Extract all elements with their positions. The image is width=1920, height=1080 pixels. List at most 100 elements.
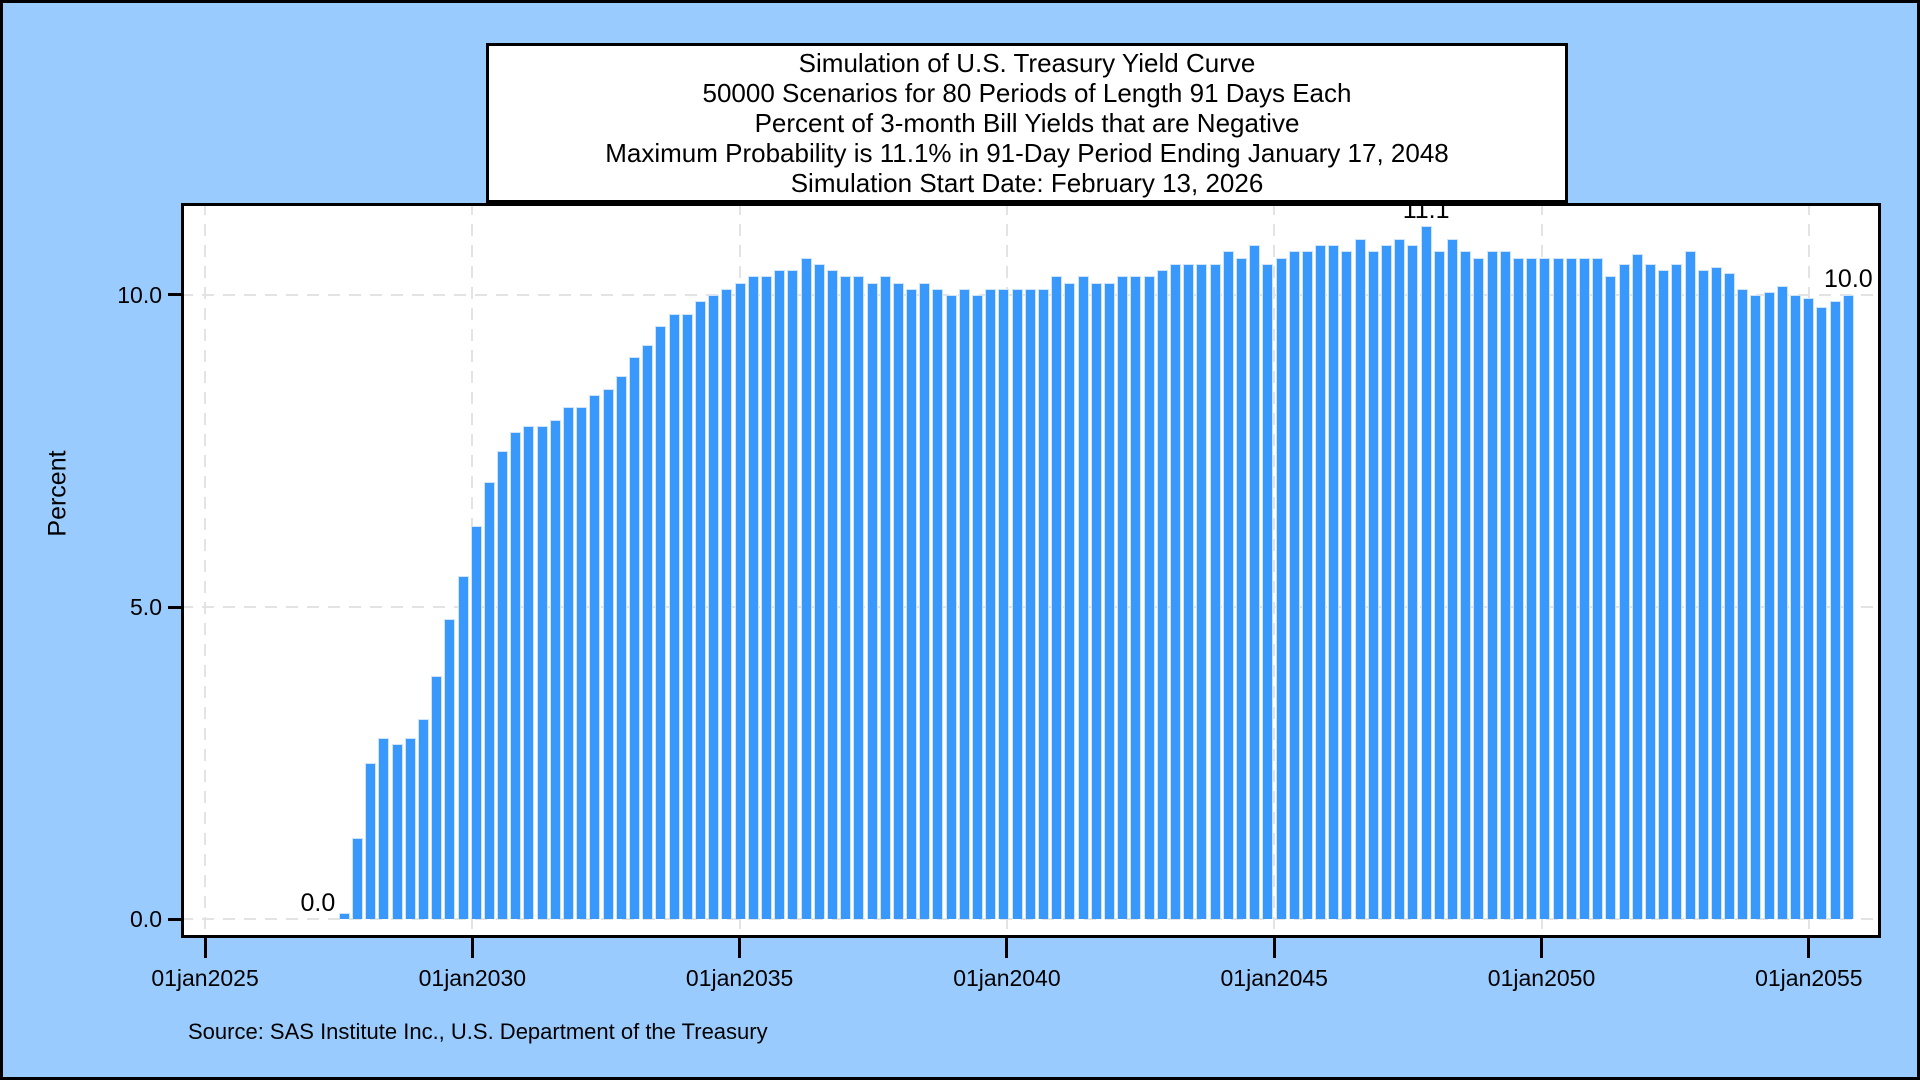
bar <box>1381 245 1393 919</box>
bar <box>457 575 469 920</box>
bar <box>576 407 588 919</box>
x-tick-label: 01jan2040 <box>953 965 1061 991</box>
bar <box>760 276 772 920</box>
bar <box>892 282 904 920</box>
bar <box>1460 251 1472 920</box>
y-tick-mark <box>168 293 181 297</box>
bar <box>734 282 746 920</box>
bar <box>1447 238 1459 920</box>
bar <box>589 394 601 920</box>
x-tick-mark <box>1540 938 1544 958</box>
bar <box>774 270 786 920</box>
bar <box>1750 294 1762 919</box>
y-tick-mark <box>168 917 181 921</box>
bar <box>1103 282 1115 920</box>
bar <box>351 837 363 920</box>
bar <box>1618 263 1630 920</box>
bar <box>972 294 984 919</box>
bar <box>1605 276 1617 920</box>
bar <box>800 257 812 920</box>
bar <box>378 738 390 920</box>
x-tick-mark <box>1272 938 1276 958</box>
x-tick-mark <box>203 938 207 958</box>
bar <box>985 288 997 920</box>
y-axis-title: Percent <box>43 450 72 537</box>
chart-title-line: 50000 Scenarios for 80 Periods of Length… <box>702 78 1352 108</box>
bar <box>1394 238 1406 920</box>
bar <box>1420 226 1432 920</box>
bar <box>1671 263 1683 920</box>
bar <box>840 276 852 920</box>
chart-title-box: Simulation of U.S. Treasury Yield Curve … <box>486 43 1568 203</box>
bar <box>932 288 944 920</box>
chart-title-line: Simulation of U.S. Treasury Yield Curve <box>798 48 1256 78</box>
bar <box>1842 294 1854 919</box>
bar <box>1090 282 1102 920</box>
bar <box>1710 266 1722 920</box>
bar <box>642 344 654 920</box>
bar <box>1697 270 1709 920</box>
bar <box>615 376 627 920</box>
bar <box>1354 238 1366 920</box>
chart-title-line: Simulation Start Date: February 13, 2026 <box>790 168 1264 198</box>
bar <box>1301 251 1313 920</box>
bar <box>1328 245 1340 919</box>
bar <box>523 426 535 920</box>
bar <box>879 276 891 920</box>
bar <box>338 912 350 920</box>
x-tick-label: 01jan2030 <box>418 965 527 991</box>
x-tick-label: 01jan2035 <box>685 965 794 991</box>
bar <box>1763 291 1775 920</box>
x-tick-label: 01jan2045 <box>1220 965 1328 991</box>
bar <box>470 525 482 920</box>
bar <box>404 738 416 920</box>
bar <box>536 426 548 920</box>
bar <box>1644 263 1656 920</box>
x-tick-mark <box>1005 938 1009 958</box>
bar <box>602 388 614 920</box>
bar <box>444 619 456 920</box>
y-tick-label: 5.0 <box>130 594 162 620</box>
bar <box>1539 257 1551 920</box>
bar <box>1196 263 1208 920</box>
bar <box>629 357 641 919</box>
bar <box>1737 288 1749 920</box>
bar <box>1038 288 1050 920</box>
bar <box>1024 288 1036 920</box>
bar <box>1829 301 1841 920</box>
bar <box>919 282 931 920</box>
bar <box>668 313 680 920</box>
bar <box>1315 245 1327 919</box>
bar <box>826 270 838 920</box>
bar <box>906 288 918 920</box>
bar <box>1684 251 1696 920</box>
bar <box>1117 276 1129 920</box>
bar <box>1473 257 1485 920</box>
bar <box>391 744 403 919</box>
chart-title-line: Percent of 3-month Bill Yields that are … <box>754 108 1300 138</box>
bar <box>1011 288 1023 920</box>
bar <box>1565 257 1577 920</box>
x-tick-label: 01jan2055 <box>1755 965 1863 991</box>
bar <box>721 288 733 920</box>
x-tick-label: 01jan2050 <box>1487 965 1596 991</box>
bar <box>1262 263 1274 920</box>
bar <box>813 263 825 920</box>
bar <box>1064 282 1076 920</box>
y-tick-mark <box>168 605 181 609</box>
bar <box>1776 285 1788 919</box>
source-note: Source: SAS Institute Inc., U.S. Departm… <box>188 1019 768 1044</box>
bar <box>1433 251 1445 920</box>
bar <box>1816 307 1828 920</box>
bar <box>1631 254 1643 919</box>
bar <box>365 763 377 920</box>
chart-title-line: Maximum Probability is 11.1% in 91-Day P… <box>605 138 1449 168</box>
bar <box>853 276 865 920</box>
bar <box>1156 270 1168 920</box>
bar <box>1209 263 1221 920</box>
bar <box>1803 298 1815 920</box>
bar <box>1367 251 1379 920</box>
bar <box>1578 257 1590 920</box>
bar <box>1169 263 1181 920</box>
bar <box>1222 251 1234 920</box>
